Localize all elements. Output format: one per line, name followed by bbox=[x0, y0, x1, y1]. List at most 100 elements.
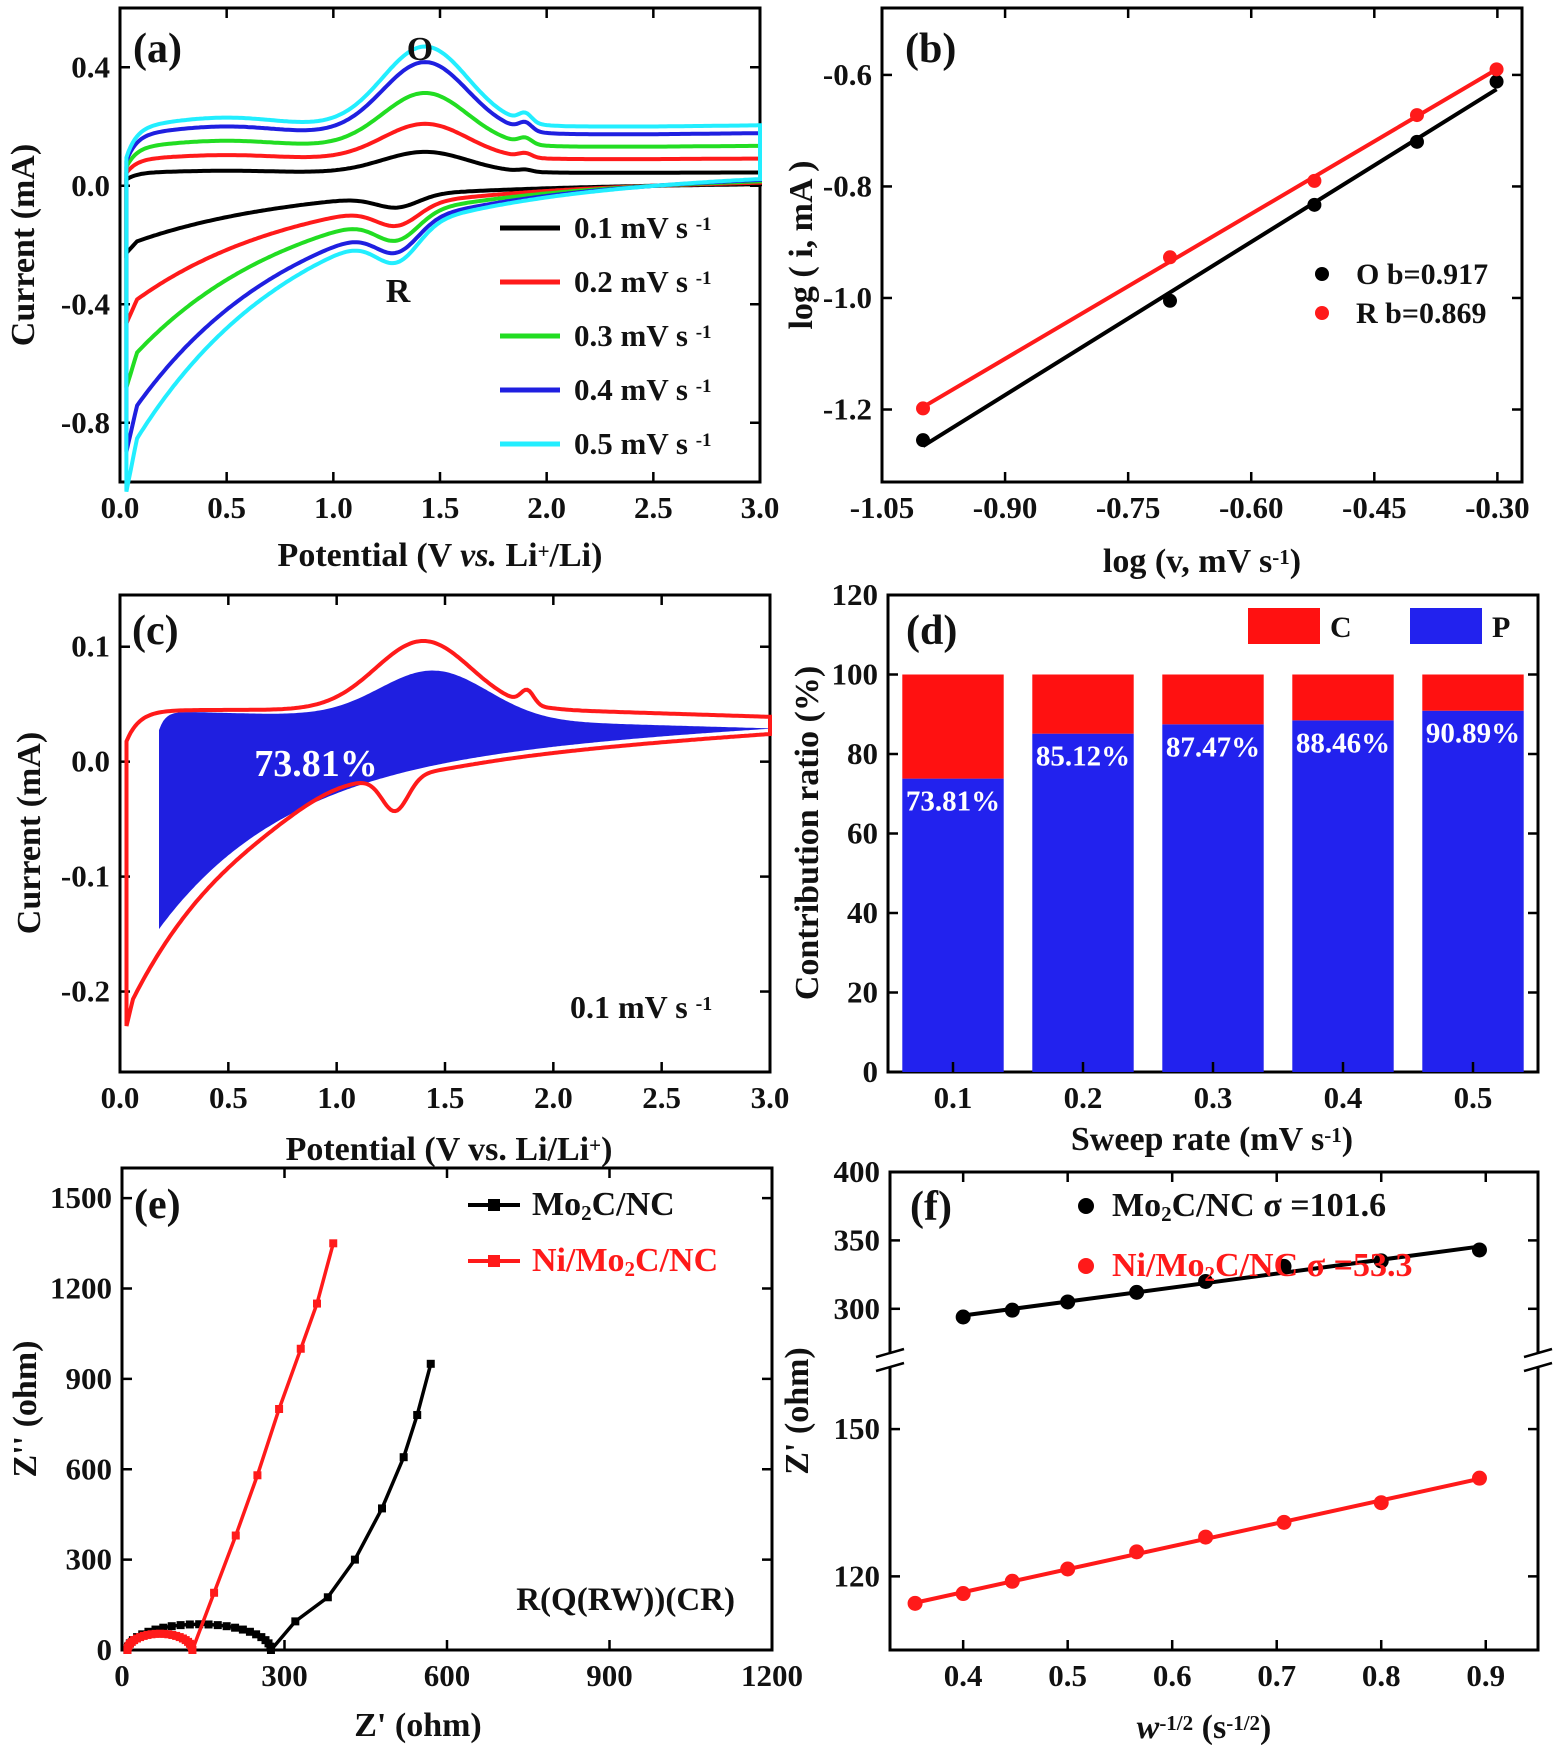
text-part: -1 bbox=[696, 322, 712, 343]
text-part: Potential (V vs. Li/Li bbox=[286, 1131, 590, 1168]
text-part: w bbox=[1137, 1709, 1160, 1745]
data-point bbox=[1409, 134, 1424, 149]
plot-frame bbox=[880, 6, 1524, 484]
data-point bbox=[167, 1622, 176, 1631]
data-point bbox=[266, 1646, 275, 1654]
y-tick-label: 0.4 bbox=[71, 49, 110, 84]
x-tick-label: 0.5 bbox=[1048, 1658, 1087, 1693]
panel-d: 0 20 40 60 80 100 120 73.81% 0.1 85.12% 0.2 87.47% 0… bbox=[789, 577, 1540, 1158]
legend-label: Mo2C/NC σ =101.6 bbox=[1112, 1187, 1386, 1226]
x-axis-label: log (v, mV s-1) bbox=[1103, 543, 1301, 580]
x-tick-label: 2.0 bbox=[527, 490, 566, 525]
data-point bbox=[399, 1453, 408, 1462]
x-axis-label: Potential (V vs. Li/Li+) bbox=[286, 1131, 613, 1168]
x-tick-label: 0.5 bbox=[207, 490, 246, 525]
legend-label: Ni/Mo2C/NC σ =53.3 bbox=[1112, 1247, 1413, 1286]
data-point bbox=[210, 1588, 219, 1597]
y-tick-label: 300 bbox=[66, 1542, 113, 1577]
x-tick-label: 2.0 bbox=[534, 1080, 573, 1115]
data-point bbox=[1489, 74, 1504, 89]
x-tick-label: 0.7 bbox=[1257, 1658, 1296, 1693]
y-axis-label: log ( i, mA ) bbox=[783, 160, 820, 329]
data-point bbox=[313, 1299, 321, 1308]
axis-break-mark bbox=[1523, 1347, 1553, 1359]
text-part: (s bbox=[1193, 1709, 1226, 1745]
bar-c bbox=[1162, 674, 1264, 725]
bar-value-label: 88.46% bbox=[1296, 727, 1390, 759]
data-point bbox=[1163, 250, 1177, 265]
data-point bbox=[1060, 1294, 1076, 1310]
data-point bbox=[143, 1630, 152, 1639]
data-point bbox=[329, 1239, 338, 1248]
y-tick-label: -0.6 bbox=[823, 57, 872, 92]
peak-label-r: R bbox=[386, 273, 411, 310]
y-tick-label: -1.0 bbox=[823, 280, 872, 315]
text-part: -1 bbox=[696, 268, 712, 289]
x-tick-label: -0.45 bbox=[1342, 490, 1407, 525]
bar-p bbox=[1292, 720, 1394, 1072]
axis-break-mark bbox=[875, 1361, 905, 1373]
text-part: -1 bbox=[696, 214, 712, 235]
legend-marker bbox=[1078, 1198, 1094, 1214]
text-part: Li bbox=[497, 537, 538, 574]
x-tick-label: 0.1 bbox=[934, 1080, 973, 1115]
bar-value-label: 73.81% bbox=[906, 786, 1000, 818]
fit-line bbox=[922, 67, 1498, 409]
data-point bbox=[907, 1595, 923, 1611]
x-tick-label: -0.30 bbox=[1465, 490, 1530, 525]
text-part: /Li) bbox=[549, 537, 603, 574]
x-tick-label: 300 bbox=[261, 1658, 308, 1693]
data-point bbox=[222, 1622, 231, 1631]
text-part: + bbox=[538, 539, 550, 563]
y-tick-label: -0.1 bbox=[61, 859, 110, 894]
text-part: Potential (V bbox=[278, 537, 461, 574]
bar-c bbox=[1032, 674, 1134, 734]
data-point bbox=[1163, 293, 1177, 308]
bar-value-label: 90.89% bbox=[1426, 718, 1520, 750]
text-part: 0.4 mV s bbox=[574, 372, 696, 407]
text-part: -1 bbox=[696, 376, 712, 397]
data-point bbox=[1060, 1561, 1076, 1577]
text-part: Contribution ratio (%) bbox=[789, 666, 826, 1000]
y-tick-label: 80 bbox=[847, 736, 878, 771]
text-part: Current (mA) bbox=[11, 732, 48, 934]
data-point bbox=[1307, 197, 1322, 212]
legend-swatch-p bbox=[1410, 608, 1482, 644]
legend-label: 0.5 mV s -1 bbox=[574, 426, 712, 461]
data-point bbox=[160, 1629, 169, 1638]
bar-p bbox=[1032, 733, 1134, 1072]
text-part: Z'' (ohm) bbox=[7, 1341, 44, 1478]
text-part: vs. bbox=[460, 537, 497, 574]
bar-value-label: 85.12% bbox=[1036, 741, 1130, 773]
data-point bbox=[147, 1630, 156, 1639]
panel-label: (a) bbox=[133, 26, 182, 72]
x-tick-label: 0.9 bbox=[1466, 1658, 1505, 1693]
text-part: 0.1 mV s bbox=[570, 989, 696, 1025]
data-point bbox=[1129, 1284, 1145, 1300]
y-tick-label: 0.1 bbox=[71, 629, 110, 664]
bar-c bbox=[1292, 674, 1394, 721]
data-point bbox=[1373, 1253, 1389, 1269]
data-point bbox=[1471, 1470, 1487, 1486]
text-part: C/NC bbox=[592, 1186, 675, 1223]
nyquist-curve bbox=[125, 1242, 335, 1651]
legend-marker bbox=[1315, 306, 1329, 320]
text-part: 2 bbox=[1205, 1262, 1216, 1286]
x-tick-label: 0.0 bbox=[101, 1080, 140, 1115]
y-tick-label: 120 bbox=[834, 1558, 881, 1593]
data-point bbox=[1307, 173, 1322, 188]
text-part: -1/2 bbox=[1159, 1711, 1193, 1735]
legend-marker bbox=[1078, 1258, 1094, 1274]
y-tick-label: 600 bbox=[66, 1451, 113, 1486]
legend-label: R b=0.869 bbox=[1356, 297, 1486, 330]
y-tick-label: 900 bbox=[66, 1361, 113, 1396]
y-tick-label: 350 bbox=[834, 1222, 881, 1257]
data-point bbox=[155, 1629, 164, 1638]
text-part: 0.5 mV s bbox=[574, 426, 696, 461]
x-tick-label: -0.60 bbox=[1219, 490, 1284, 525]
data-point bbox=[1129, 1544, 1145, 1560]
data-point bbox=[1409, 108, 1424, 123]
text-part: 0.2 mV s bbox=[574, 264, 696, 299]
x-tick-label: 3.0 bbox=[741, 490, 780, 525]
